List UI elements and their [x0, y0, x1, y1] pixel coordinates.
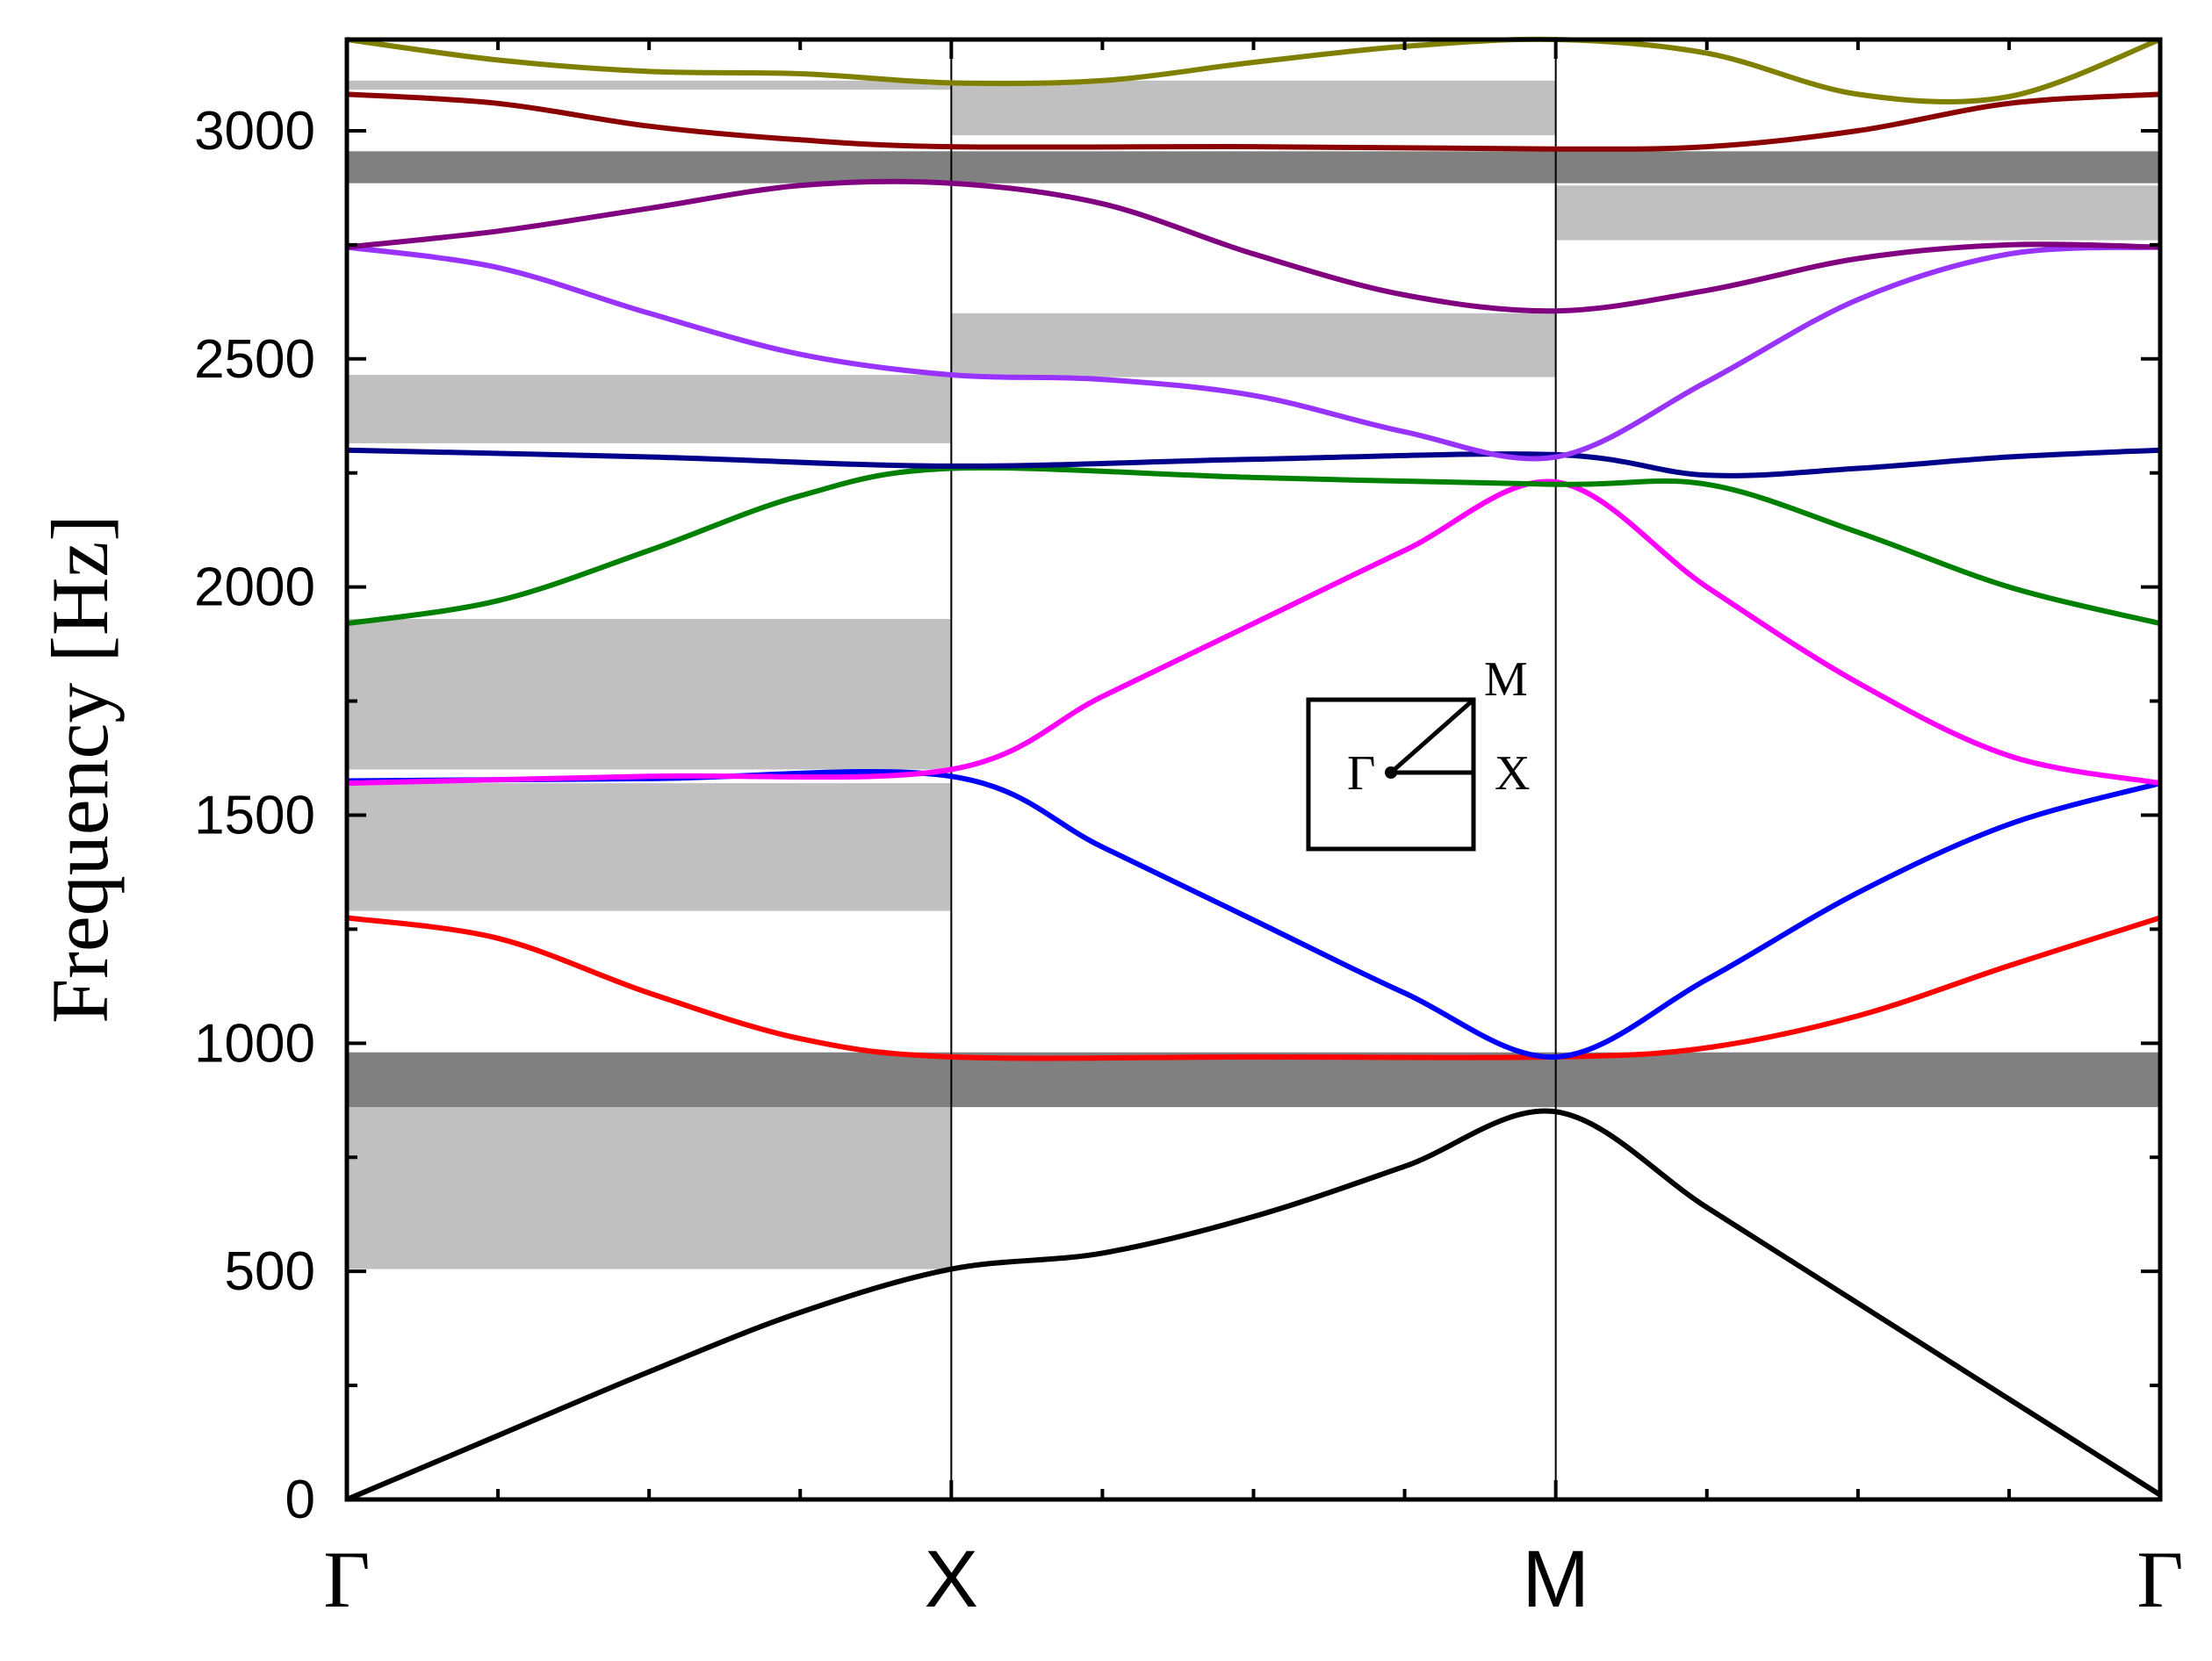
band-gap-light — [347, 80, 952, 90]
inset-label-x: X — [1495, 746, 1530, 801]
inset-label-m: M — [1484, 652, 1528, 707]
xtick-label: Γ — [2136, 1535, 2183, 1624]
plot-frame — [344, 37, 2163, 1502]
band-series-line — [346, 91, 2161, 152]
ytick-label-layer: 0 500 1000 1500 2000 2500 3000 — [194, 101, 315, 1530]
ytick-label: 2000 — [194, 557, 315, 618]
inset-gamma-m-path — [1389, 698, 1475, 774]
band-gap-light — [347, 619, 952, 770]
divider-layer — [950, 40, 1557, 1499]
band-series-line — [346, 464, 2161, 627]
band-series-line — [346, 915, 2161, 1061]
xtick-label: Γ — [323, 1535, 370, 1624]
series-layer — [345, 36, 2162, 1502]
band-gap-complete — [347, 1052, 2160, 1108]
band-gap-complete — [347, 151, 2160, 183]
xtick-label: M — [1522, 1535, 1589, 1624]
band-gap-light — [951, 313, 1556, 378]
band-gap-light — [1555, 185, 2160, 241]
y-axis-title: Frequency [Hz] — [35, 514, 125, 1024]
band-series-line — [346, 244, 2161, 462]
inset-label-gamma: Γ — [1347, 746, 1375, 801]
band-gap-light — [347, 374, 952, 443]
band-gap-light — [347, 783, 952, 911]
ytick-label: 2500 — [194, 329, 315, 390]
ytick-label: 0 — [285, 1470, 315, 1530]
band-series-line — [346, 36, 2162, 104]
ytick-label: 3000 — [194, 101, 315, 162]
ytick-label: 1000 — [194, 1013, 315, 1074]
ytick-label: 500 — [225, 1241, 315, 1302]
band-gap-layer — [347, 80, 2160, 1269]
band-series-line — [345, 1108, 2162, 1502]
band-gap-light — [347, 1107, 952, 1269]
inset-gamma-point — [1385, 766, 1397, 779]
band-gap-light — [951, 80, 1556, 136]
brillouin-zone-inset: Γ X M — [1306, 652, 1530, 852]
band-series-line — [346, 447, 2161, 478]
xtick-label: X — [925, 1535, 978, 1624]
ytick-label: 1500 — [194, 785, 315, 845]
band-series-line — [346, 478, 2161, 787]
band-series-line — [346, 178, 2161, 314]
